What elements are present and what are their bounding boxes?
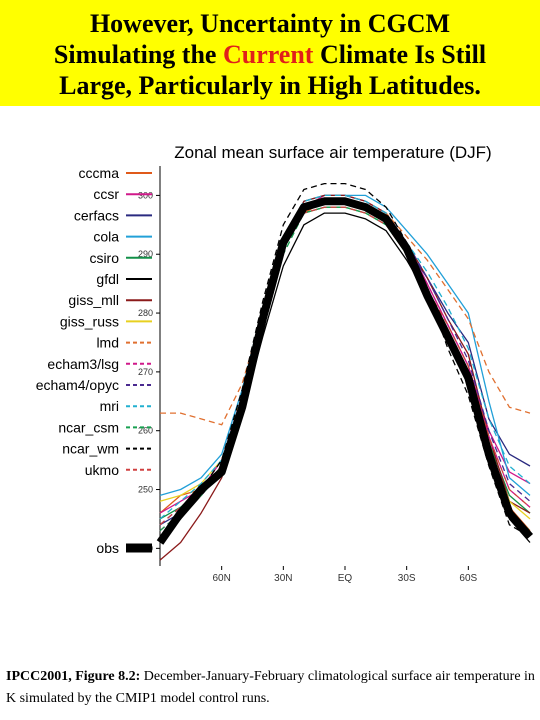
- x-tick-label: 30S: [398, 573, 416, 584]
- x-tick-label: 60S: [459, 573, 477, 584]
- title-line-1: However, Uncertainty in CGCM: [89, 9, 451, 38]
- title-line-2: Simulating the Current Climate Is Still: [53, 40, 487, 69]
- x-tick-label: 30N: [274, 573, 292, 584]
- legend-label-ncar-csm: ncar_csm: [58, 419, 119, 435]
- series-line-giss-russ: [159, 200, 531, 520]
- legend-label-cola: cola: [93, 229, 119, 245]
- title-banner: However, Uncertainty in CGCM Simulating …: [0, 0, 540, 106]
- series-line-giss-mll: [159, 194, 531, 561]
- zonal-temperature-chart: Zonal mean surface air temperature (DJF)…: [36, 143, 534, 584]
- legend-label-giss-mll: giss_mll: [68, 292, 119, 308]
- title-line-3: Large, Particularly in High Latitudes.: [59, 71, 481, 100]
- y-tick-label: 300: [138, 190, 153, 200]
- y-tick-label: 290: [138, 249, 153, 259]
- legend-label-csiro: csiro: [89, 250, 119, 266]
- legend-label-ncar-wm: ncar_wm: [62, 441, 119, 457]
- caption-source: IPCC2001, Figure 8.2:: [6, 669, 141, 684]
- legend-label-mri: mri: [100, 398, 119, 414]
- series-line-cola: [159, 194, 531, 497]
- legend-label-cccma: cccma: [79, 165, 120, 181]
- legend-label-obs: obs: [96, 540, 119, 556]
- legend-label-gfdl: gfdl: [96, 271, 119, 287]
- y-tick-label: 260: [138, 426, 153, 436]
- y-tick-label: 270: [138, 367, 153, 377]
- y-tick-label: 280: [138, 308, 153, 318]
- x-tick-label: 60N: [212, 573, 230, 584]
- series-line-mri: [159, 194, 531, 520]
- caption-text: December-January-February climatological…: [6, 669, 535, 706]
- legend-label-ccsr: ccsr: [93, 186, 119, 202]
- y-tick-label: 250: [138, 485, 153, 495]
- chart-title: Zonal mean surface air temperature (DJF): [174, 143, 491, 162]
- legend-label-ukmo: ukmo: [85, 462, 119, 478]
- series-line-obs: [156, 197, 534, 545]
- legend-label-echam3-lsg: echam3/lsg: [47, 356, 119, 372]
- title-accent-word: Current: [222, 40, 314, 69]
- legend-label-cerfacs: cerfacs: [74, 207, 119, 223]
- series-line-ccsr: [159, 194, 531, 514]
- legend-label-lmd: lmd: [96, 335, 119, 351]
- figure-caption: IPCC2001, Figure 8.2: December-January-F…: [6, 666, 536, 710]
- x-tick-label: EQ: [338, 573, 353, 584]
- legend-label-echam4-opyc: echam4/opyc: [36, 377, 119, 393]
- legend-label-giss-russ: giss_russ: [60, 313, 119, 329]
- series-line-lmd: [160, 200, 531, 426]
- series-line-ncar-wm: [159, 182, 531, 538]
